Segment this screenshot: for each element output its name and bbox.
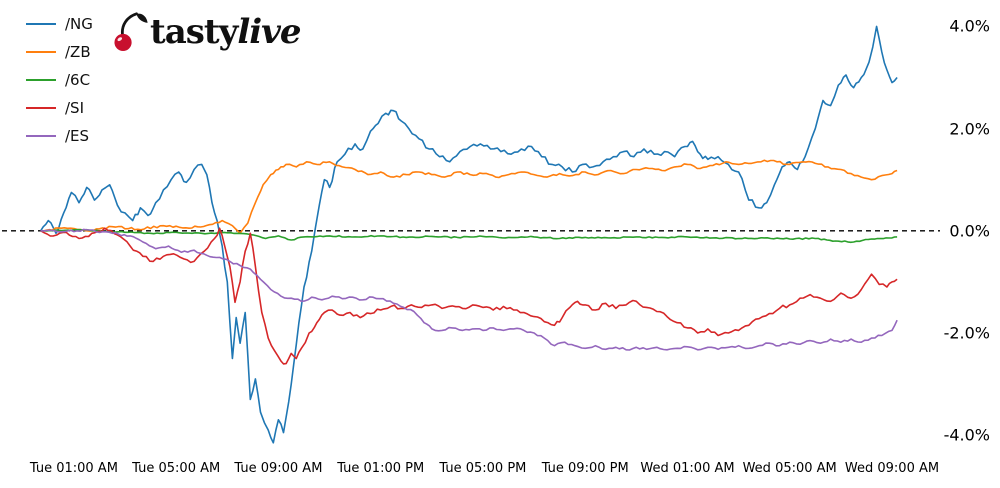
legend-swatch bbox=[26, 135, 56, 137]
legend-label: /6C bbox=[65, 71, 91, 89]
legend-label: /NG bbox=[65, 15, 93, 33]
cherry-icon bbox=[114, 12, 148, 52]
series-line-6c bbox=[40, 228, 898, 244]
legend-item-es: /ES bbox=[26, 122, 93, 150]
tastylive-logo: tastylive bbox=[112, 8, 302, 54]
legend-swatch bbox=[26, 79, 56, 81]
legend-label: /ZB bbox=[65, 43, 91, 61]
series-line-ng bbox=[40, 25, 898, 444]
legend-label: /SI bbox=[65, 99, 84, 117]
legend-swatch bbox=[26, 23, 56, 25]
legend-item-6c: /6C bbox=[26, 66, 93, 94]
brand-text-live: live bbox=[237, 12, 301, 52]
legend-swatch bbox=[26, 51, 56, 53]
series-line-si bbox=[40, 227, 898, 365]
series-line-es bbox=[40, 228, 898, 351]
legend-label: /ES bbox=[65, 127, 90, 145]
series-line-zb bbox=[40, 159, 898, 235]
legend: /NG/ZB/6C/SI/ES bbox=[26, 10, 93, 150]
brand-text-tasty: tasty bbox=[150, 12, 238, 52]
legend-item-zb: /ZB bbox=[26, 38, 93, 66]
brand-wordmark: tastylive bbox=[150, 12, 302, 53]
legend-item-si: /SI bbox=[26, 94, 93, 122]
legend-swatch bbox=[26, 107, 56, 109]
legend-item-ng: /NG bbox=[26, 10, 93, 38]
